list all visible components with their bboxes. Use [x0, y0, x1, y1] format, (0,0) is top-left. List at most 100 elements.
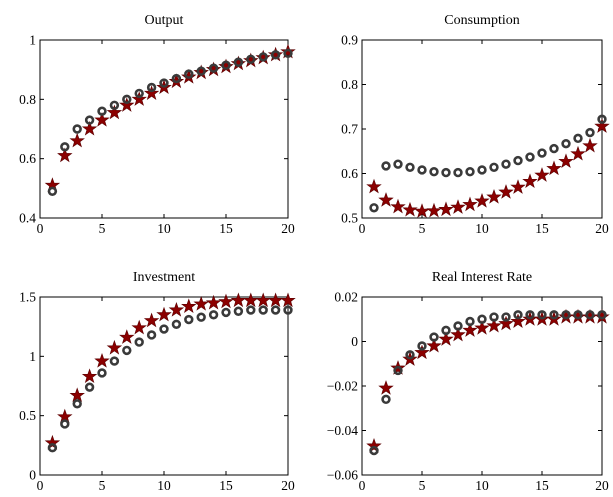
data-point-circle: [72, 124, 82, 134]
data-point-star: [414, 203, 430, 218]
data-point-circle: [489, 162, 499, 172]
x-tick-label: 10: [475, 478, 489, 493]
data-point-star: [168, 301, 185, 317]
data-point-star: [57, 147, 73, 163]
data-point-star: [255, 292, 271, 308]
data-point-circle: [97, 106, 107, 116]
x-tick-label: 5: [99, 478, 106, 493]
data-point-circle: [233, 57, 244, 67]
data-point-circle: [270, 50, 281, 60]
data-point-circle: [453, 321, 463, 331]
data-point-circle: [417, 165, 427, 175]
data-point-circle: [258, 305, 268, 315]
x-tick-label: 5: [99, 221, 106, 236]
data-point-circle: [146, 330, 157, 340]
data-point-circle: [221, 307, 231, 318]
data-point-circle: [283, 48, 293, 59]
data-point-star: [414, 344, 430, 360]
y-tick-label: 0.9: [341, 33, 358, 48]
axes-frame: [39, 296, 289, 476]
data-point-star: [193, 296, 209, 311]
data-point-circle: [47, 186, 58, 197]
data-point-star: [181, 298, 197, 314]
data-point-circle: [122, 345, 132, 356]
data-point-circle: [159, 78, 169, 88]
data-point-star: [462, 196, 478, 212]
data-point-star: [570, 145, 586, 161]
data-point-circle: [477, 165, 487, 175]
data-point-star: [510, 179, 526, 194]
data-point-circle: [171, 73, 182, 84]
x-tick-label: 15: [219, 221, 233, 236]
data-point-star: [450, 199, 466, 214]
data-point-star: [218, 293, 234, 309]
data-point-circle: [597, 114, 607, 124]
data-point-circle: [441, 167, 451, 178]
y-tick-label: −0.06: [327, 468, 358, 483]
x-tick-label: 15: [535, 221, 549, 236]
data-point-circle: [573, 133, 583, 144]
data-point-star: [582, 137, 598, 153]
data-point-star: [426, 202, 442, 218]
data-point-circle: [270, 305, 281, 315]
data-point-circle: [258, 52, 268, 62]
data-point-star: [205, 294, 222, 310]
panel-output: Output 0 5 10 15 20 0.4 0.6 0.8 1: [19, 13, 296, 236]
data-point-circle: [429, 332, 439, 342]
x-tick-label: 5: [419, 221, 426, 236]
data-point-circle: [513, 310, 523, 320]
data-point-circle: [477, 314, 487, 324]
data-point-circle: [134, 88, 144, 99]
data-point-circle: [184, 69, 194, 79]
data-point-star: [402, 201, 418, 217]
data-point-star: [462, 322, 478, 337]
data-point-star: [594, 118, 610, 133]
data-point-circle: [196, 66, 206, 76]
data-point-star: [69, 387, 85, 403]
data-point-circle: [208, 63, 219, 73]
x-tick-label: 15: [219, 478, 233, 493]
data-point-circle: [381, 161, 391, 171]
data-point-circle: [134, 337, 144, 347]
data-point-circle: [246, 305, 256, 315]
data-point-star: [131, 319, 147, 335]
y-tick-label: 0.7: [341, 122, 358, 137]
data-point-circle: [208, 310, 219, 320]
data-point-circle: [393, 159, 403, 169]
data-point-circle: [84, 382, 95, 392]
data-point-star: [106, 339, 123, 355]
data-point-star: [558, 153, 574, 169]
data-point-circle: [537, 148, 547, 158]
panel-title: Consumption: [444, 13, 519, 28]
data-point-circle: [597, 310, 607, 320]
x-tick-label: 20: [281, 478, 295, 493]
y-tick-label: 0.8: [341, 77, 358, 92]
data-point-star: [143, 85, 160, 100]
data-point-star: [594, 308, 610, 324]
y-tick-label: 0: [29, 468, 36, 483]
x-tick-label: 10: [157, 221, 171, 236]
data-point-circle: [47, 443, 58, 453]
data-point-star: [474, 320, 490, 335]
data-point-star: [156, 306, 172, 322]
y-tick-label: 0.5: [341, 211, 358, 226]
y-tick-label: 1.5: [19, 290, 36, 305]
data-point-circle: [561, 310, 571, 320]
x-tick-label: 10: [157, 478, 171, 493]
data-point-star: [450, 326, 466, 342]
data-point-star: [438, 331, 454, 346]
y-tick-label: 0.8: [19, 92, 36, 107]
data-point-circle: [549, 143, 559, 154]
data-point-star: [131, 91, 147, 106]
data-point-star: [81, 368, 98, 384]
data-point-circle: [246, 54, 256, 64]
data-point-star: [230, 292, 247, 308]
data-point-circle: [549, 310, 559, 320]
data-point-star: [69, 132, 85, 148]
data-point-circle: [196, 312, 206, 322]
data-point-circle: [109, 356, 120, 366]
data-point-circle: [501, 159, 511, 169]
data-point-circle: [441, 325, 451, 336]
panel-real-interest-rate: Real Interest Rate 0 5 10 15 20 −0.06 −0.04 −0.…: [327, 270, 610, 493]
data-point-star: [486, 188, 502, 204]
